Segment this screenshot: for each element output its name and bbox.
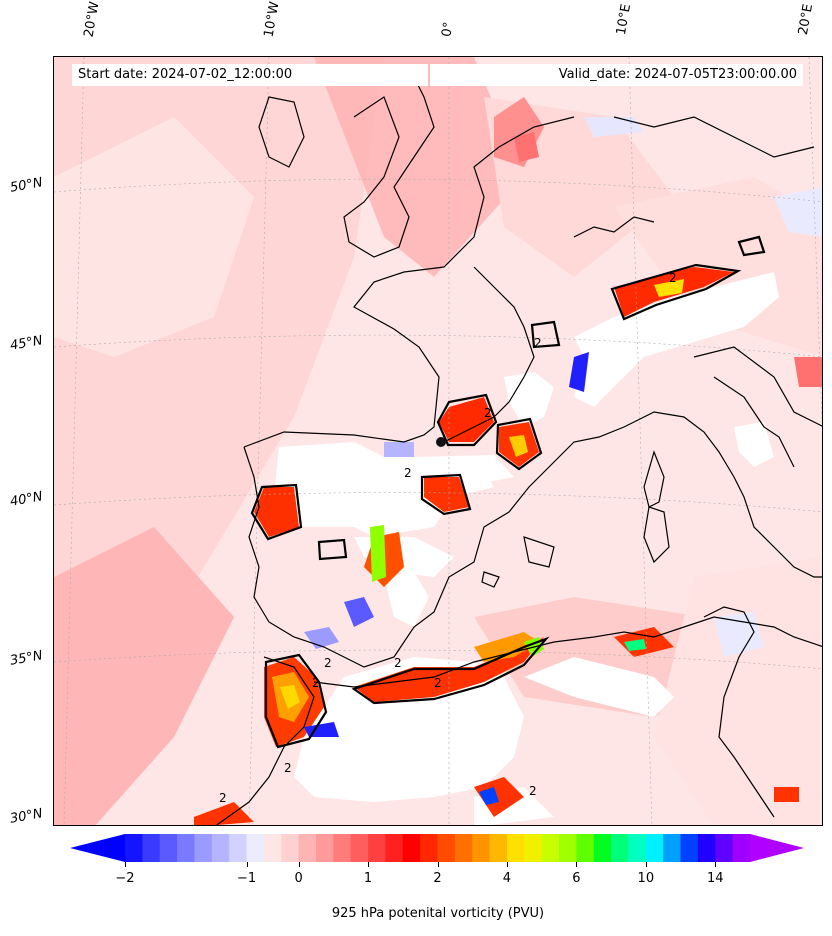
contour-label: 2 [312, 676, 320, 690]
colorbar-segment [229, 834, 248, 862]
colorbar-segment [680, 834, 699, 862]
colorbar-segment [298, 834, 317, 862]
lon-label-10e: 10°E [613, 2, 635, 37]
contour-label: 2 [434, 676, 442, 690]
colorbar-tick [715, 862, 717, 867]
colorbar [70, 834, 804, 862]
pv-map: 2 2 2 2 2 2 2 2 2 2 2 [54, 57, 822, 825]
colorbar-label: 925 hPa potenital vorticity (PVU) [331, 906, 545, 921]
colorbar-segment [559, 834, 577, 862]
colorbar-segment [246, 834, 265, 862]
colorbar-segment [420, 834, 438, 862]
colorbar-tick-label: 1 [363, 871, 373, 886]
lat-label-45n: 45°N [8, 333, 44, 354]
colorbar-segment [576, 834, 595, 862]
contour-label: 2 [534, 336, 542, 350]
lon-label-20e: 20°E [795, 2, 817, 37]
colorbar-segment [611, 834, 629, 862]
colorbar-tick-label: 0 [294, 871, 303, 886]
colorbar-tick [125, 862, 126, 867]
colorbar-tick [645, 862, 647, 867]
colorbar-segment [368, 834, 386, 862]
lat-label-30n: 30°N [8, 806, 44, 827]
contour-labels: 2 2 2 2 2 2 2 2 2 2 2 [219, 271, 677, 805]
colorbar-segment [142, 834, 161, 862]
colorbar-segment [593, 834, 612, 862]
colorbar-tick [298, 862, 300, 867]
colorbar-tick [506, 862, 508, 867]
colorbar-segment [125, 834, 143, 862]
lat-label-35n: 35°N [8, 648, 44, 669]
colorbar-segment [541, 834, 560, 862]
colorbar-segment [715, 834, 734, 862]
colorbar-tick-label: −1 [236, 871, 257, 886]
colorbar-tick-label: 6 [572, 871, 581, 886]
colorbar-tick-label: 14 [706, 871, 724, 886]
colorbar-segment [628, 834, 647, 862]
colorbar-segment [177, 834, 195, 862]
contour-label: 2 [219, 791, 227, 805]
colorbar-tick [368, 862, 370, 867]
colorbar-segment [472, 834, 491, 862]
map-panel: 2 2 2 2 2 2 2 2 2 2 2 [53, 56, 823, 826]
colorbar-segment [524, 834, 543, 862]
colorbar-segment [437, 834, 456, 862]
colorbar-segment [194, 834, 213, 862]
colorbar-under-arrow [70, 834, 125, 862]
lat-label-50n: 50°N [8, 175, 44, 196]
colorbar-tick [576, 862, 578, 867]
colorbar-segment [402, 834, 421, 862]
colorbar-segments [125, 834, 751, 862]
colorbar-segment [211, 834, 230, 862]
valid-date-label: Valid_date: 2024-07-05T23:00:00.00 [430, 64, 803, 86]
colorbar-segment [697, 834, 716, 862]
colorbar-segment [333, 834, 352, 862]
station-marker [436, 437, 446, 447]
colorbar-tick [246, 862, 248, 867]
colorbar-segment [281, 834, 300, 862]
lat-label-40n: 40°N [8, 489, 44, 510]
colorbar-tick [437, 862, 439, 867]
colorbar-segment [645, 834, 664, 862]
contour-label: 2 [394, 656, 402, 670]
colorbar-segment [350, 834, 369, 862]
colorbar-segment [489, 834, 508, 862]
colorbar-segment [263, 834, 282, 862]
colorbar-segment [732, 834, 751, 862]
colorbar-segment [506, 834, 525, 862]
colorbar-segment [315, 834, 334, 862]
terrain-mask [274, 272, 779, 825]
lon-label-10w: 10°W [261, 0, 283, 39]
graticule [54, 57, 822, 825]
contour-label: 2 [284, 761, 292, 775]
contour-label: 2 [324, 656, 332, 670]
lon-label-0: 0° [439, 20, 457, 39]
colorbar-segment [159, 834, 178, 862]
pv-shading [54, 57, 822, 825]
colorbar-tick-label: 4 [502, 871, 512, 886]
colorbar-over-arrow [750, 834, 804, 862]
coastlines [215, 76, 822, 825]
contour-label: 2 [404, 466, 412, 480]
colorbar-segment [663, 834, 682, 862]
start-date-label: Start date: 2024-07-02_12:00:00 [72, 64, 428, 86]
contour-label: 2 [484, 406, 492, 420]
contour-label: 2 [529, 784, 537, 798]
colorbar-segment [385, 834, 404, 862]
lon-label-20w: 20°W [81, 0, 103, 39]
low-pv-areas [304, 117, 822, 737]
colorbar-tick-label: 10 [637, 871, 655, 886]
colorbar-tick-label: 2 [433, 871, 442, 886]
colorbar-tick-label: −2 [115, 871, 135, 886]
colorbar-segment [454, 834, 473, 862]
contour-label: 2 [669, 271, 677, 285]
pv-2-contours [250, 235, 766, 749]
